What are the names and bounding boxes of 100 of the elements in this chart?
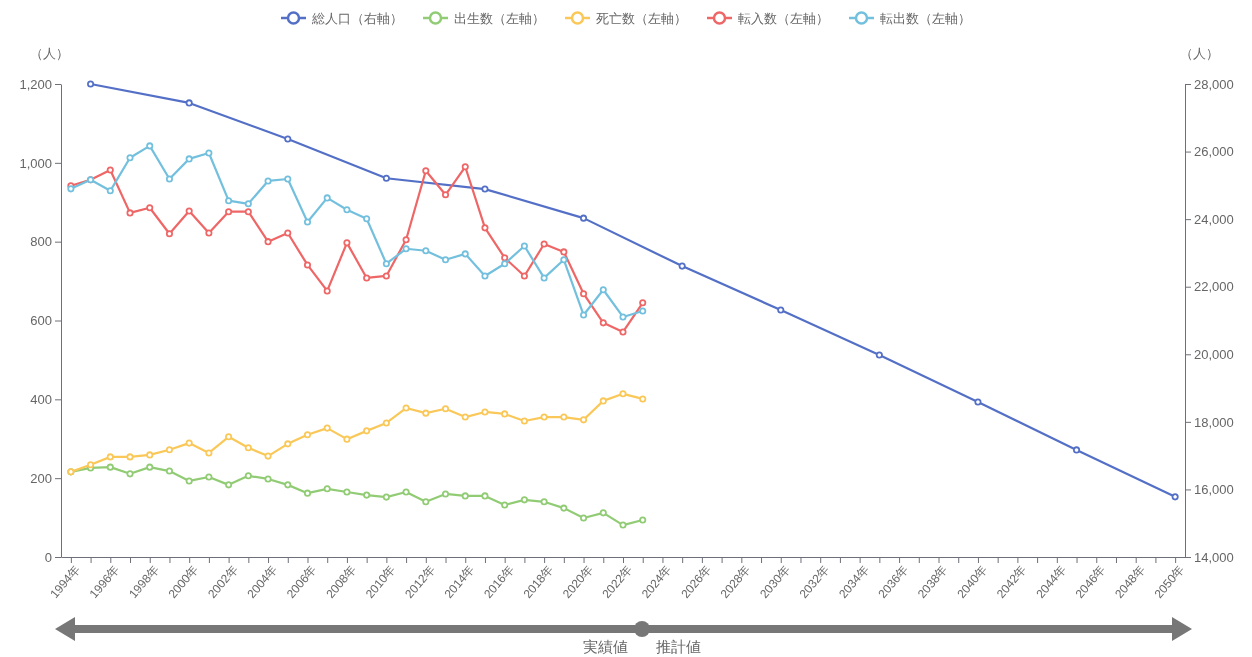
point [599,286,607,294]
point [264,238,272,246]
point [501,254,509,262]
point [580,514,588,522]
point [244,472,252,480]
point [422,167,430,175]
point [540,274,548,282]
point [284,481,292,489]
point [244,444,252,452]
point [146,204,154,212]
point [402,236,410,244]
point [461,413,469,421]
point [461,163,469,171]
point [1171,493,1179,501]
point [363,491,371,499]
y-tick-label: 800 [30,234,52,250]
text: 推計値 [656,638,701,656]
point [382,272,390,280]
point [284,440,292,448]
point [481,224,489,232]
point [619,390,627,398]
point [106,187,114,195]
point [402,404,410,412]
y-tick-label: 400 [30,391,52,407]
point [520,242,528,250]
point [106,463,114,471]
point [185,99,193,107]
point [599,509,607,517]
point [126,209,134,217]
point [264,177,272,185]
point [363,215,371,223]
point [165,467,173,475]
point [303,261,312,269]
point [481,185,489,193]
point [284,229,292,237]
point [225,208,233,216]
point [126,453,134,461]
point [619,313,627,321]
point [382,493,390,501]
point [185,155,193,163]
point [303,218,312,226]
point [441,191,450,199]
point [146,463,154,471]
legend-label: 総人口（右軸） [311,11,403,26]
point [599,319,607,327]
point [323,485,331,493]
point [461,492,469,500]
point [165,446,173,454]
point [126,470,134,478]
point [461,250,469,258]
point [422,409,430,417]
point [343,435,351,443]
y-tick-label: 0 [44,549,52,565]
point [363,274,371,282]
point [323,424,331,432]
point [244,208,252,216]
point [343,488,351,496]
y-axis-title: （人） [29,46,69,61]
point [560,248,568,256]
point [303,431,312,439]
point [580,311,588,319]
point [974,398,982,406]
point [343,239,351,247]
y-tick-label: 600 [30,313,52,329]
point [185,477,193,485]
point [244,200,252,208]
y2-tick-label: 26,000 [1194,144,1234,160]
point [205,149,213,157]
point [185,439,193,447]
point [580,214,588,222]
point [225,197,233,205]
point [1073,446,1081,454]
point [264,475,272,483]
point [639,395,647,403]
legend-label: 死亡数（左軸） [596,11,687,26]
point [580,416,588,424]
legend-label: 出生数（左軸） [454,11,545,26]
point [422,247,430,255]
point [639,299,647,307]
point [146,451,154,459]
point [422,498,430,506]
point [540,240,548,248]
point [402,488,410,496]
point [205,449,213,457]
point [639,307,647,315]
legend-label: 転出数（左軸） [880,11,971,26]
point [323,287,331,295]
point [402,245,410,253]
point [481,408,489,416]
point [540,413,548,421]
point [441,256,450,264]
point [560,256,568,264]
point [303,489,312,497]
point [501,260,509,268]
y2-tick-label: 18,000 [1194,414,1234,430]
point [580,290,588,298]
point [363,427,371,435]
point [520,272,528,280]
y-tick-label: 1,200 [19,76,52,92]
point [185,207,193,215]
